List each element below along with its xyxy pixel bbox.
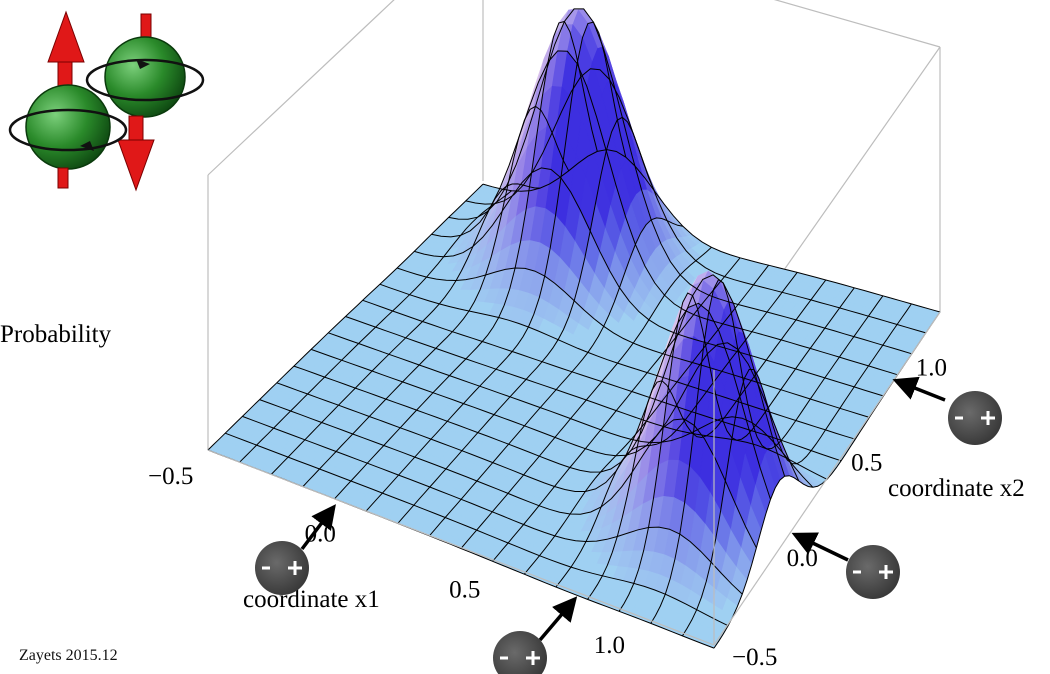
- mesh-line-x2: [492, 257, 741, 562]
- mesh-line-x2: [523, 264, 769, 575]
- box-edge: [773, 0, 941, 48]
- box-edge: [713, 311, 941, 646]
- x1-tick-label: −0.5: [148, 463, 193, 490]
- box-edge: [207, 449, 715, 646]
- x2-tick-label: 0.5: [851, 450, 882, 477]
- plot-box-front: [207, 311, 941, 646]
- x2-tick-label: 1.0: [916, 355, 947, 382]
- spin-pair-icon: [8, 10, 205, 192]
- mesh-line-x1: [362, 299, 842, 462]
- mesh-line-x1: [431, 50, 898, 376]
- mesh-line-x2: [555, 272, 798, 588]
- pointer-arrow-icon: [892, 376, 946, 402]
- x2-tick-label: −0.5: [732, 644, 777, 671]
- z-axis-label: Probability: [0, 321, 112, 348]
- mesh-line-x1: [396, 267, 870, 418]
- x1-tick: [202, 450, 208, 456]
- x1-tick: [347, 506, 353, 512]
- mesh-line-x1: [482, 149, 941, 313]
- mesh-line-x2: [681, 303, 912, 637]
- mesh-line-x2: [587, 279, 827, 600]
- electron-plus-icon: [255, 541, 309, 595]
- electron-plus-icon: [846, 545, 900, 599]
- x2-tick: [779, 550, 787, 552]
- mesh-line-x1: [414, 167, 884, 397]
- electron-plus-icon: [493, 631, 547, 674]
- x1-tick-label: 0.5: [449, 576, 480, 603]
- x1-tick-label: 1.0: [594, 632, 625, 659]
- electron-plus-icon: [948, 391, 1002, 445]
- x2-axis-label: coordinate x2: [888, 475, 1025, 502]
- x2-tick: [908, 360, 916, 362]
- x1-axis-label: coordinate x1: [243, 586, 380, 613]
- box-edge: [207, 0, 395, 176]
- mesh-line-x2: [618, 287, 855, 612]
- pointer-arrow-icon: [300, 504, 336, 551]
- mesh-line-x1: [465, 68, 927, 334]
- pointer-arrow-icon: [538, 596, 578, 642]
- x2-tick-label: 0.0: [787, 545, 818, 572]
- surface-mesh: [207, 8, 941, 649]
- mesh-line-x1: [345, 316, 828, 480]
- mesh-line-x2: [650, 278, 884, 624]
- electron-markers: [255, 376, 1002, 674]
- mesh-line-x1: [379, 283, 856, 440]
- credit-text: Zayets 2015.12: [19, 647, 118, 664]
- pointer-arrow-icon: [791, 532, 849, 562]
- mesh-line-x1: [448, 8, 912, 355]
